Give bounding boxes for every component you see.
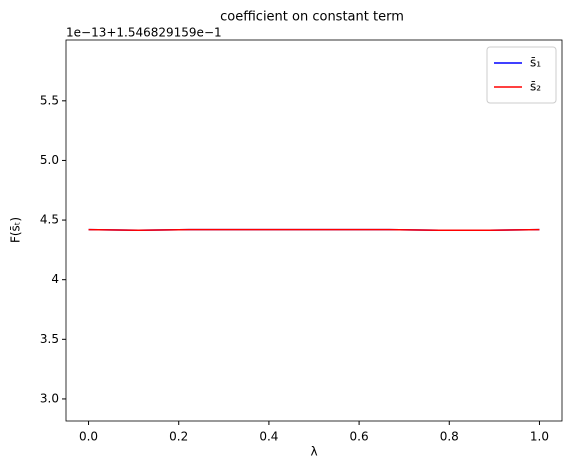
chart-title: coefficient on constant term — [220, 10, 404, 25]
y-tick-label: 3.5 — [40, 332, 59, 346]
y-tick-label: 4 — [51, 272, 59, 286]
legend-box — [486, 46, 557, 104]
offset-label: 1e−13+1.546829159e−1 — [66, 26, 222, 40]
y-tick-label: 5.0 — [40, 153, 59, 167]
x-tick-label: 0.8 — [440, 430, 459, 444]
line — [88, 228, 540, 231]
legend-label: s̄₁ — [530, 56, 541, 70]
plot-frame — [65, 39, 563, 422]
y-tick-label: 4.5 — [40, 213, 59, 227]
x-tick-label: 1.0 — [530, 430, 549, 444]
x-axis-label: λ — [310, 445, 317, 459]
legend-label: s̄₂ — [530, 80, 541, 94]
y-axis-label: F(s̄ₜ) — [9, 217, 23, 243]
x-tick-label: 0.2 — [169, 430, 188, 444]
y-tick-label: 5.5 — [40, 93, 59, 107]
x-tick-label: 0.0 — [79, 430, 98, 444]
x-tick-label: 0.4 — [259, 430, 278, 444]
x-tick-label: 0.6 — [350, 430, 369, 444]
y-tick-label: 3.0 — [40, 391, 59, 405]
